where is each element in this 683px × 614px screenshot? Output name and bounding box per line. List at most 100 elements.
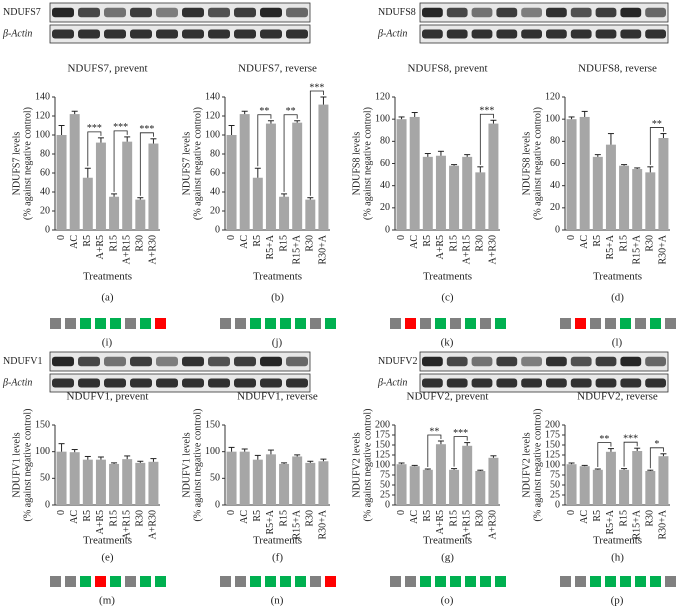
x-tick-label: R15 <box>278 510 289 527</box>
indicator-label: (o) <box>441 595 454 607</box>
indicator-square <box>450 576 461 587</box>
y-tick-label: 175 <box>375 429 390 440</box>
bar <box>305 199 316 230</box>
blot-band <box>286 356 308 367</box>
blot-band <box>104 356 126 367</box>
blot-band <box>422 356 443 367</box>
y-tick-label: 0 <box>385 224 390 235</box>
x-tick-label: 0 <box>566 510 577 515</box>
blot-band <box>446 7 468 18</box>
blot-band <box>208 29 230 39</box>
x-tick-label: 0 <box>56 235 67 240</box>
y-tick-label: 150 <box>35 419 50 430</box>
y-tick-label: 100 <box>35 129 50 140</box>
bar <box>566 119 577 230</box>
error-bar <box>294 120 301 123</box>
indicator-square <box>95 576 106 587</box>
x-tick-label: R5+A <box>605 509 616 534</box>
y-tick-label: 100 <box>205 446 220 457</box>
bar <box>279 463 290 505</box>
error-bar <box>568 116 575 120</box>
significance-label: ** <box>652 119 662 130</box>
blot-band <box>570 29 592 39</box>
blot-band <box>156 356 178 367</box>
indicator-square <box>590 576 601 587</box>
bar <box>69 114 80 230</box>
error-bar <box>150 138 157 144</box>
y-tick-label: 140 <box>205 91 220 102</box>
blot-band <box>620 356 642 367</box>
indicator-square <box>635 318 646 329</box>
blot-band <box>286 29 308 39</box>
bar <box>488 123 499 230</box>
significance-label: ** <box>259 106 269 117</box>
blot-band <box>645 7 666 18</box>
blot-band <box>595 7 617 18</box>
bar <box>632 451 643 505</box>
error-bar <box>621 468 628 470</box>
y-tick-label: 40 <box>40 186 50 197</box>
y-tick-label: 0 <box>215 224 220 235</box>
significance-label: * <box>654 439 659 450</box>
significance-label: ** <box>599 434 609 445</box>
chart-title: NDUFS8, prevent <box>407 63 487 75</box>
y-tick-label: 40 <box>550 180 560 191</box>
error-bar <box>660 133 667 139</box>
bar <box>318 461 329 505</box>
y-axis-label: (% against negative control) <box>362 408 373 521</box>
indicator-square <box>140 318 151 329</box>
bar <box>658 138 669 230</box>
blot-label: β-Actin <box>377 377 407 388</box>
blot-band <box>471 378 493 388</box>
indicator-square <box>435 576 446 587</box>
blot-band <box>446 356 468 367</box>
x-tick-label: R5 <box>82 235 93 247</box>
blot-band <box>156 29 178 39</box>
indicator-square <box>140 576 151 587</box>
blot-band <box>521 356 542 367</box>
blot-band <box>286 378 308 388</box>
blot-band <box>595 29 617 39</box>
indicator-square <box>110 576 121 587</box>
bar <box>605 144 616 230</box>
error-bar <box>437 440 444 445</box>
x-tick-label: R5 <box>82 510 93 522</box>
bar <box>109 196 120 230</box>
x-tick-label: R30+A <box>318 234 329 264</box>
x-tick-label: R5+A <box>605 234 616 259</box>
y-tick-label: 0 <box>385 499 390 510</box>
blot-band <box>78 7 100 18</box>
indicator-square <box>325 318 336 329</box>
blot-band <box>496 29 518 39</box>
error-bar <box>58 443 65 452</box>
blot-band <box>52 29 74 39</box>
blot-band <box>260 378 282 388</box>
error-bar <box>84 167 91 178</box>
panel-label: (c) <box>441 292 454 304</box>
blot-band <box>546 356 567 367</box>
indicator-square <box>220 576 231 587</box>
x-tick-label: A+R15 <box>461 235 472 265</box>
significance-bracket <box>283 114 298 192</box>
bar <box>462 445 473 505</box>
significance-bracket <box>309 90 324 196</box>
bar <box>292 122 303 230</box>
blot-band <box>471 356 493 367</box>
bar <box>252 459 263 505</box>
x-tick-label: R30 <box>645 235 656 252</box>
y-tick-label: 20 <box>210 205 220 216</box>
indicator-square <box>80 318 91 329</box>
indicator-square <box>250 318 261 329</box>
error-bar <box>424 468 431 470</box>
indicator-label: (p) <box>611 595 624 607</box>
x-tick-label: 0 <box>396 235 407 240</box>
bar <box>305 462 316 505</box>
blot-band <box>130 29 152 39</box>
blot-band <box>260 29 282 39</box>
x-tick-label: AC <box>409 235 420 249</box>
bar <box>95 142 106 230</box>
indicator-square <box>155 576 166 587</box>
blot-band <box>620 378 642 388</box>
bar <box>56 451 67 505</box>
y-axis-label: NDUFS7 levels <box>11 132 22 196</box>
